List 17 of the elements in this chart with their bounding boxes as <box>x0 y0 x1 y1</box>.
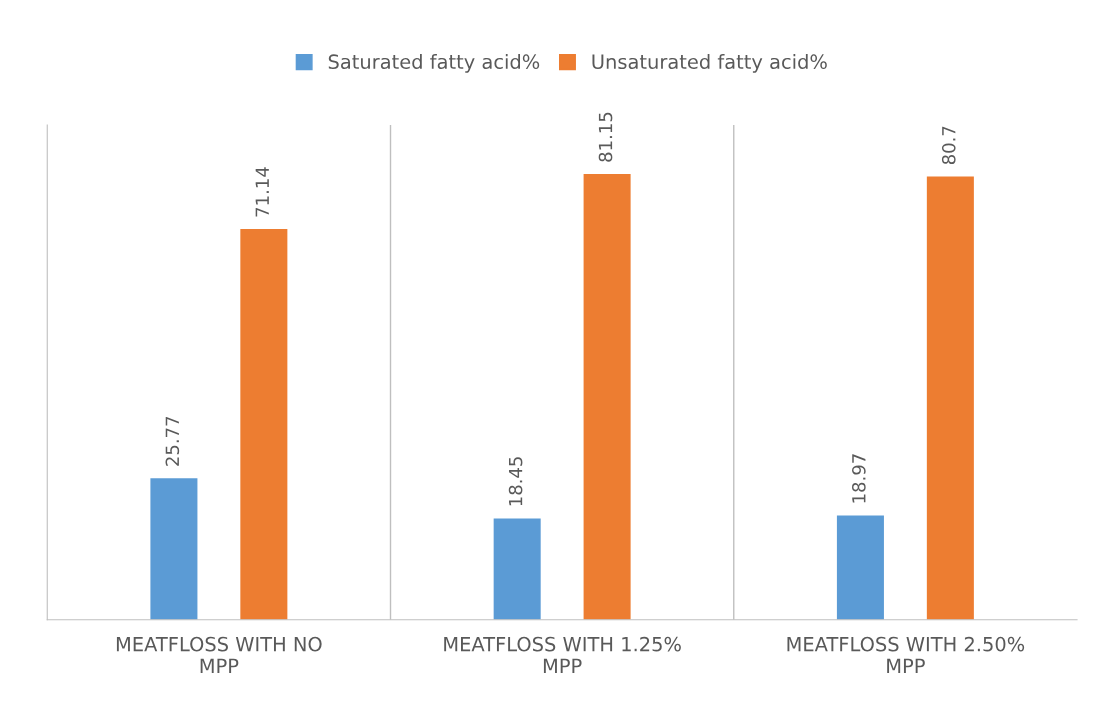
data-label: 18.97 <box>852 454 866 503</box>
x-tick-label: MEATFLOSS WITH 1.25% MPP <box>444 636 681 673</box>
bar <box>240 228 288 620</box>
data-label: 81.15 <box>598 112 613 162</box>
data-label: 18.45 <box>508 457 523 506</box>
bar <box>493 518 541 620</box>
bar <box>836 515 884 620</box>
bar <box>583 173 631 620</box>
legend-label: Unsaturated fatty acid% <box>592 54 827 73</box>
bar <box>926 176 974 620</box>
x-tick-label: MEATFLOSS WITH NO MPP <box>116 636 322 673</box>
bar <box>150 478 198 620</box>
data-label: 80.7 <box>941 126 956 165</box>
data-label: 25.77 <box>165 416 180 466</box>
data-label: 71.14 <box>255 167 269 217</box>
x-tick-label: MEATFLOSS WITH 2.50% MPP <box>787 636 1025 673</box>
legend-label: Saturated fatty acid% <box>328 54 540 73</box>
